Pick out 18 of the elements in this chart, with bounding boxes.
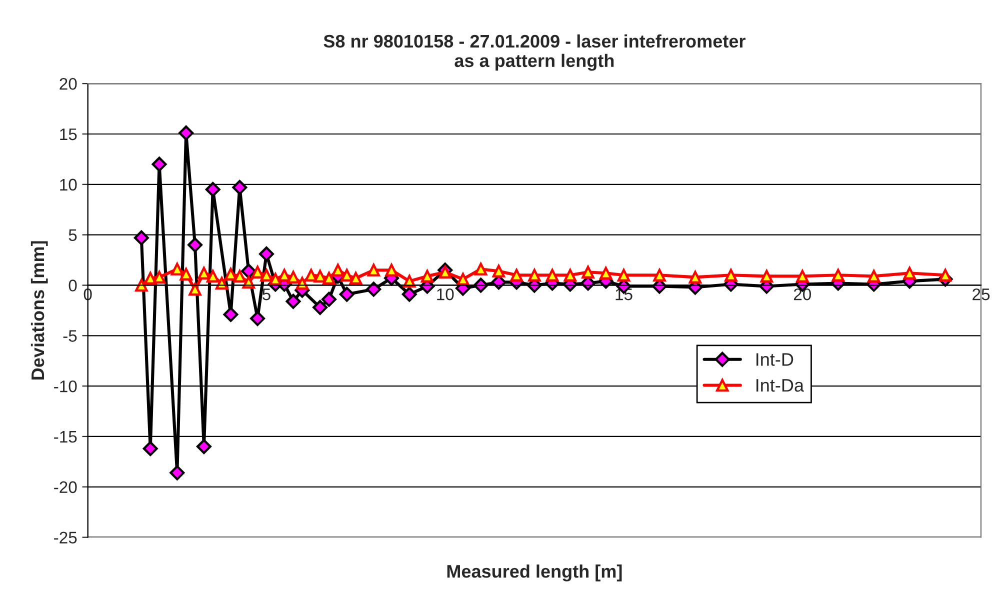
- y-tick-label: -10: [54, 380, 77, 392]
- y-tick-label: -20: [54, 481, 77, 494]
- y-axis-title: Deviations [mm]: [30, 241, 48, 380]
- legend-label: Int-D: [756, 353, 794, 366]
- y-tick-label: -15: [54, 431, 77, 443]
- y-tick-label: -25: [54, 532, 77, 544]
- x-tick-label: 10: [437, 288, 454, 300]
- y-tick-label: 0: [68, 280, 77, 292]
- y-tick-label: 5: [68, 229, 77, 242]
- y-tick-label: 10: [60, 178, 77, 191]
- y-tick-label: 15: [60, 128, 77, 140]
- x-tick-label: 5: [262, 288, 270, 300]
- y-tick-label: -5: [63, 330, 77, 342]
- y-tick-label: 20: [60, 78, 77, 90]
- chart-title: S8 nr 98010158 - 27.01.2009 - laser intefrerometer as a pattern length: [324, 34, 746, 71]
- x-axis-title: Measured length [m]: [447, 564, 622, 582]
- x-tick-label: 20: [794, 288, 812, 300]
- legend-label: Int-Da: [756, 379, 804, 392]
